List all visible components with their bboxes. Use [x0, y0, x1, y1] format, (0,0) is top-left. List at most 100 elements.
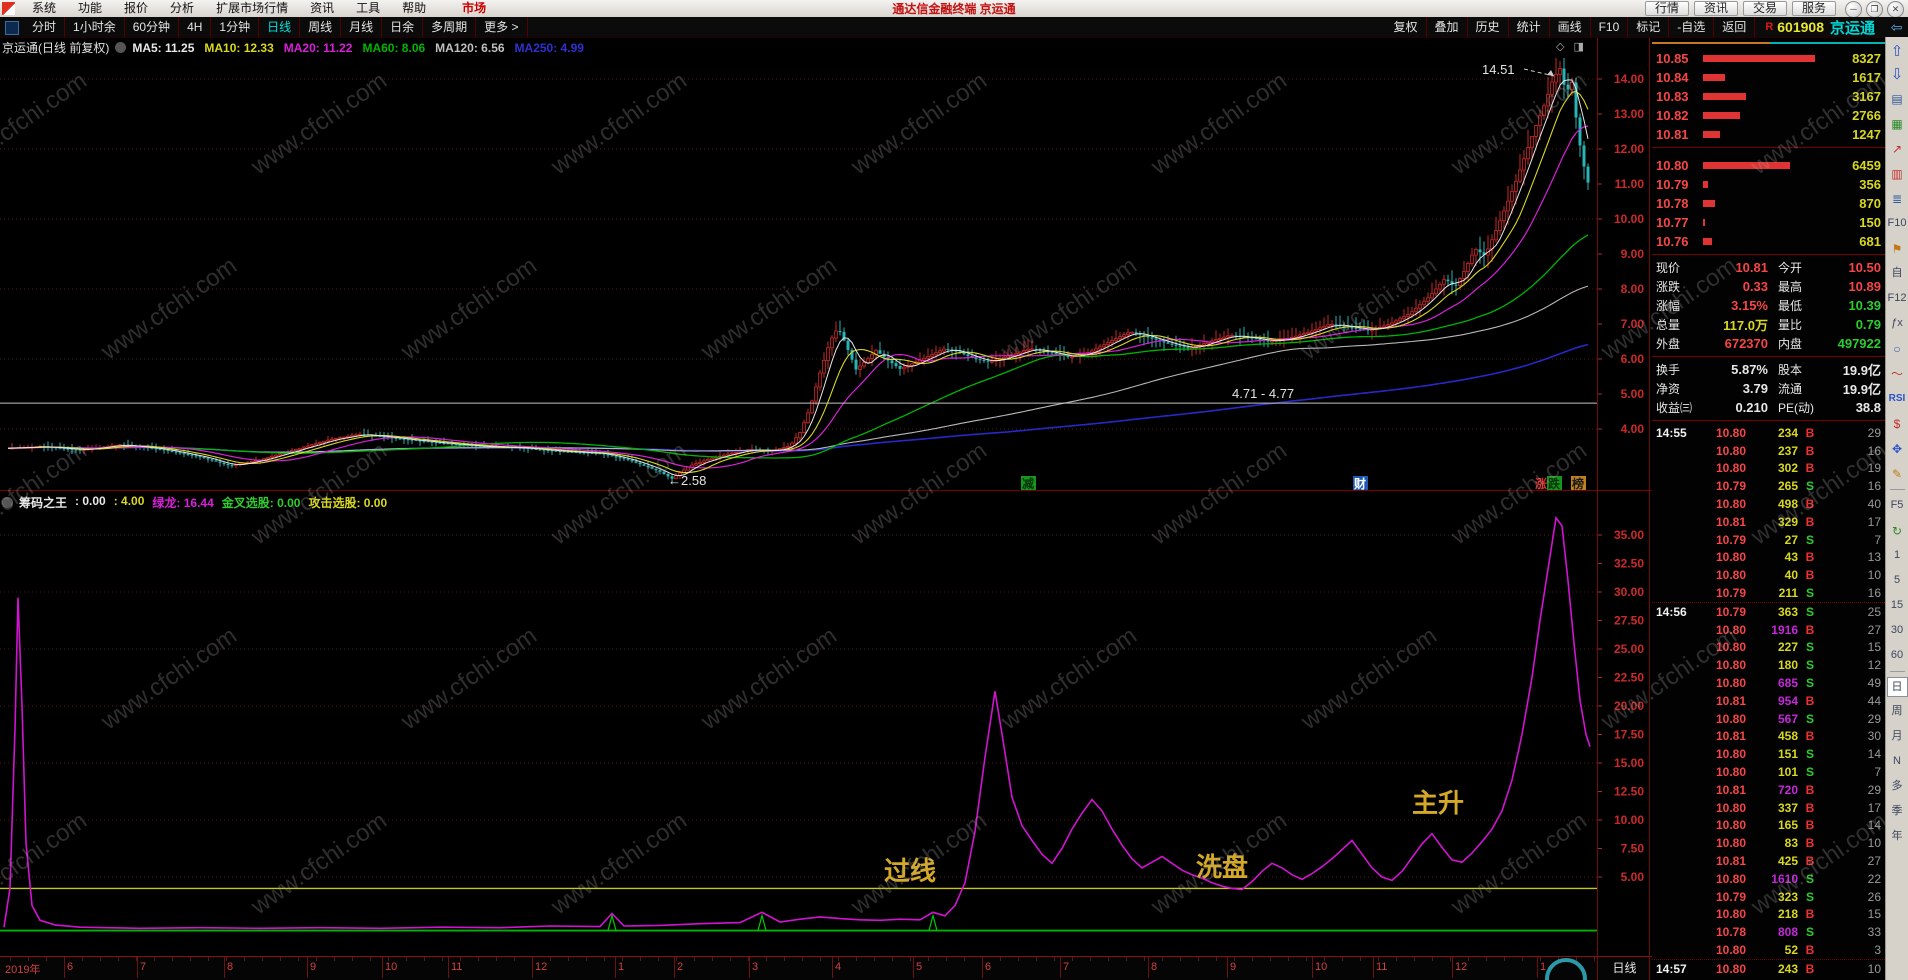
menu-right-button-3[interactable]: 服务	[1791, 1, 1836, 16]
ask-row-0[interactable]: 10.85 8327	[1652, 49, 1885, 68]
refresh-icon[interactable]: ↻	[1891, 523, 1903, 538]
period-quarter[interactable]: 季	[1891, 805, 1903, 817]
indicator-header[interactable]: 筹码之王 : 0.00: 4.00 绿龙: 16.44 金叉选股: 0.00 攻击选股…	[0, 490, 1652, 513]
trade-tick-row: 10.80 1916 B 27	[1652, 621, 1885, 639]
tick-price: 10.80	[1715, 836, 1746, 851]
ask-row-3[interactable]: 10.82 2766	[1652, 106, 1885, 125]
bid-row-2[interactable]: 10.78 870	[1652, 194, 1885, 213]
menu-item-5[interactable]: 资讯	[310, 1, 335, 15]
period-year[interactable]: 年	[1891, 830, 1903, 842]
toolbar-button-5[interactable]: F10	[1591, 17, 1629, 37]
period-multi[interactable]: 多	[1891, 780, 1903, 792]
collapse-dot-icon[interactable]	[115, 42, 127, 53]
period-n[interactable]: N	[1893, 755, 1901, 767]
menu-right-button-1[interactable]: 资讯	[1693, 1, 1738, 16]
move-icon[interactable]: ✥	[1891, 441, 1903, 456]
chart-corner-icon-0[interactable]: ◇	[1556, 41, 1565, 53]
period-tab-5[interactable]: 日线	[259, 17, 301, 37]
ask-row-4[interactable]: 10.81 1247	[1652, 125, 1885, 144]
toolbar-button-4[interactable]: 画线	[1550, 17, 1591, 37]
period-tab-3[interactable]: 4H	[179, 17, 212, 37]
indicator-chart[interactable]: 35.00 32.50 30.00 27.50 25.00 22.50 20.00 17.50…	[0, 512, 1652, 956]
menu-item-6[interactable]: 工具	[356, 1, 381, 15]
flag-icon[interactable]: ⚑	[1891, 241, 1903, 256]
period-15min[interactable]: 15	[1890, 599, 1904, 611]
toolbar-button-2[interactable]: 历史	[1468, 17, 1509, 37]
period-week[interactable]: 周	[1891, 705, 1903, 717]
chart-mode-icon[interactable]	[5, 21, 19, 35]
rsi-button[interactable]: RSI	[1888, 392, 1906, 404]
axis-month-label-6: 11	[451, 961, 463, 973]
time-axis[interactable]: 日线 2019年 6 7 8 9 10 11 12 1 2 3 4 5 6 7 8 9 10 11 12 1	[0, 956, 1652, 980]
toolbar-button-6[interactable]: 标记	[1628, 17, 1670, 37]
period-month[interactable]: 月	[1891, 730, 1903, 742]
toolbar-button-3[interactable]: 统计	[1509, 17, 1550, 37]
formula-icon[interactable]: ƒx	[1891, 317, 1903, 329]
period-day[interactable]: 日	[1886, 677, 1908, 697]
page-down-icon[interactable]: ⇩	[1890, 66, 1904, 83]
period-tab-4[interactable]: 1分钟	[211, 17, 260, 37]
toolbar-button-8[interactable]: 返回	[1714, 17, 1756, 37]
restore-button[interactable]: ❐	[1866, 1, 1883, 18]
axis-minor-tick	[622, 957, 623, 961]
period-tab-9[interactable]: 多周期	[423, 17, 477, 37]
menu-right-button-0[interactable]: 行情	[1644, 1, 1689, 16]
menu-item-3[interactable]: 分析	[170, 1, 195, 15]
news-icon[interactable]: ≣	[1891, 191, 1903, 206]
period-60min[interactable]: 60	[1890, 649, 1904, 661]
tick-count: 15	[1867, 907, 1881, 922]
f10-button[interactable]: F10	[1887, 217, 1907, 229]
ask-row-1[interactable]: 10.84 1617	[1652, 68, 1885, 87]
bid-row-1[interactable]: 10.79 356	[1652, 175, 1885, 194]
bid-volume-bar	[1703, 162, 1790, 169]
axis-month-tick	[1312, 957, 1313, 978]
period-tab-0[interactable]: 分时	[24, 17, 66, 37]
tick-price: 10.80	[1715, 568, 1746, 583]
page-up-icon[interactable]: ⇧	[1890, 43, 1904, 60]
custom-stock-button[interactable]: 自	[1891, 267, 1903, 279]
quote-table-icon[interactable]: ▦	[1891, 116, 1903, 131]
period-tab-2[interactable]: 60分钟	[125, 17, 180, 37]
bid-row-0[interactable]: 10.80 6459	[1652, 156, 1885, 175]
ask-row-2[interactable]: 10.83 3167	[1652, 87, 1885, 106]
circle-mark-icon[interactable]: ○	[1893, 341, 1901, 356]
menu-item-4[interactable]: 扩展市场行情	[216, 1, 289, 15]
period-tab-1[interactable]: 1小时余	[65, 17, 125, 37]
wave-icon[interactable]: 〜	[1890, 366, 1903, 381]
toolbar-button-0[interactable]: 复权	[1386, 17, 1427, 37]
chart-corner-icon-1[interactable]: ◨	[1573, 41, 1584, 53]
candlestick-chart[interactable]: 14.00 13.00 12.00 11.00 10.00 9.00 8.00 7.00 6.0…	[0, 50, 1652, 491]
bid-row-4[interactable]: 10.76 681	[1652, 232, 1885, 251]
axis-minor-tick	[1540, 957, 1541, 961]
toolbar-button-1[interactable]: 叠加	[1427, 17, 1468, 37]
period-5min[interactable]: 5	[1893, 574, 1901, 586]
f12-button[interactable]: F12	[1887, 292, 1907, 304]
toolbar-button-7[interactable]: -自选	[1669, 17, 1715, 37]
tick-direction: B	[1805, 693, 1815, 708]
menu-item-7[interactable]: 帮助	[402, 1, 427, 15]
f5-button[interactable]: F5	[1890, 499, 1904, 511]
report-icon[interactable]: ▤	[1891, 91, 1903, 106]
menu-item-0[interactable]: 系统	[32, 1, 57, 15]
menu-right-button-2[interactable]: 交易	[1742, 1, 1787, 16]
period-tab-6[interactable]: 周线	[300, 17, 342, 37]
close-button[interactable]: ✕	[1887, 1, 1904, 18]
back-arrow-icon[interactable]: ⇦	[1890, 19, 1903, 35]
period-30min[interactable]: 30	[1890, 624, 1904, 636]
money-icon[interactable]: $	[1893, 416, 1901, 431]
menu-item-2[interactable]: 报价	[124, 1, 149, 15]
period-1min[interactable]: 1	[1893, 549, 1901, 561]
period-tab-7[interactable]: 月线	[341, 17, 383, 37]
period-tab-8[interactable]: 日余	[382, 17, 424, 37]
minimize-button[interactable]: ─	[1845, 1, 1862, 18]
period-tab-10[interactable]: 更多 >	[476, 17, 528, 37]
axis-period-box[interactable]: 日线	[1612, 961, 1637, 975]
tick-volume: 237	[1777, 443, 1798, 458]
kline-icon[interactable]: ▥	[1891, 166, 1903, 181]
menu-item-1[interactable]: 功能	[78, 1, 103, 15]
bid-row-3[interactable]: 10.77 150	[1652, 213, 1885, 232]
menu-item-market[interactable]: 市场	[462, 1, 487, 15]
trend-line-icon[interactable]: ↗	[1891, 141, 1903, 156]
draw-icon[interactable]: ✎	[1891, 466, 1903, 481]
indicator-dot-icon[interactable]	[2, 496, 13, 508]
